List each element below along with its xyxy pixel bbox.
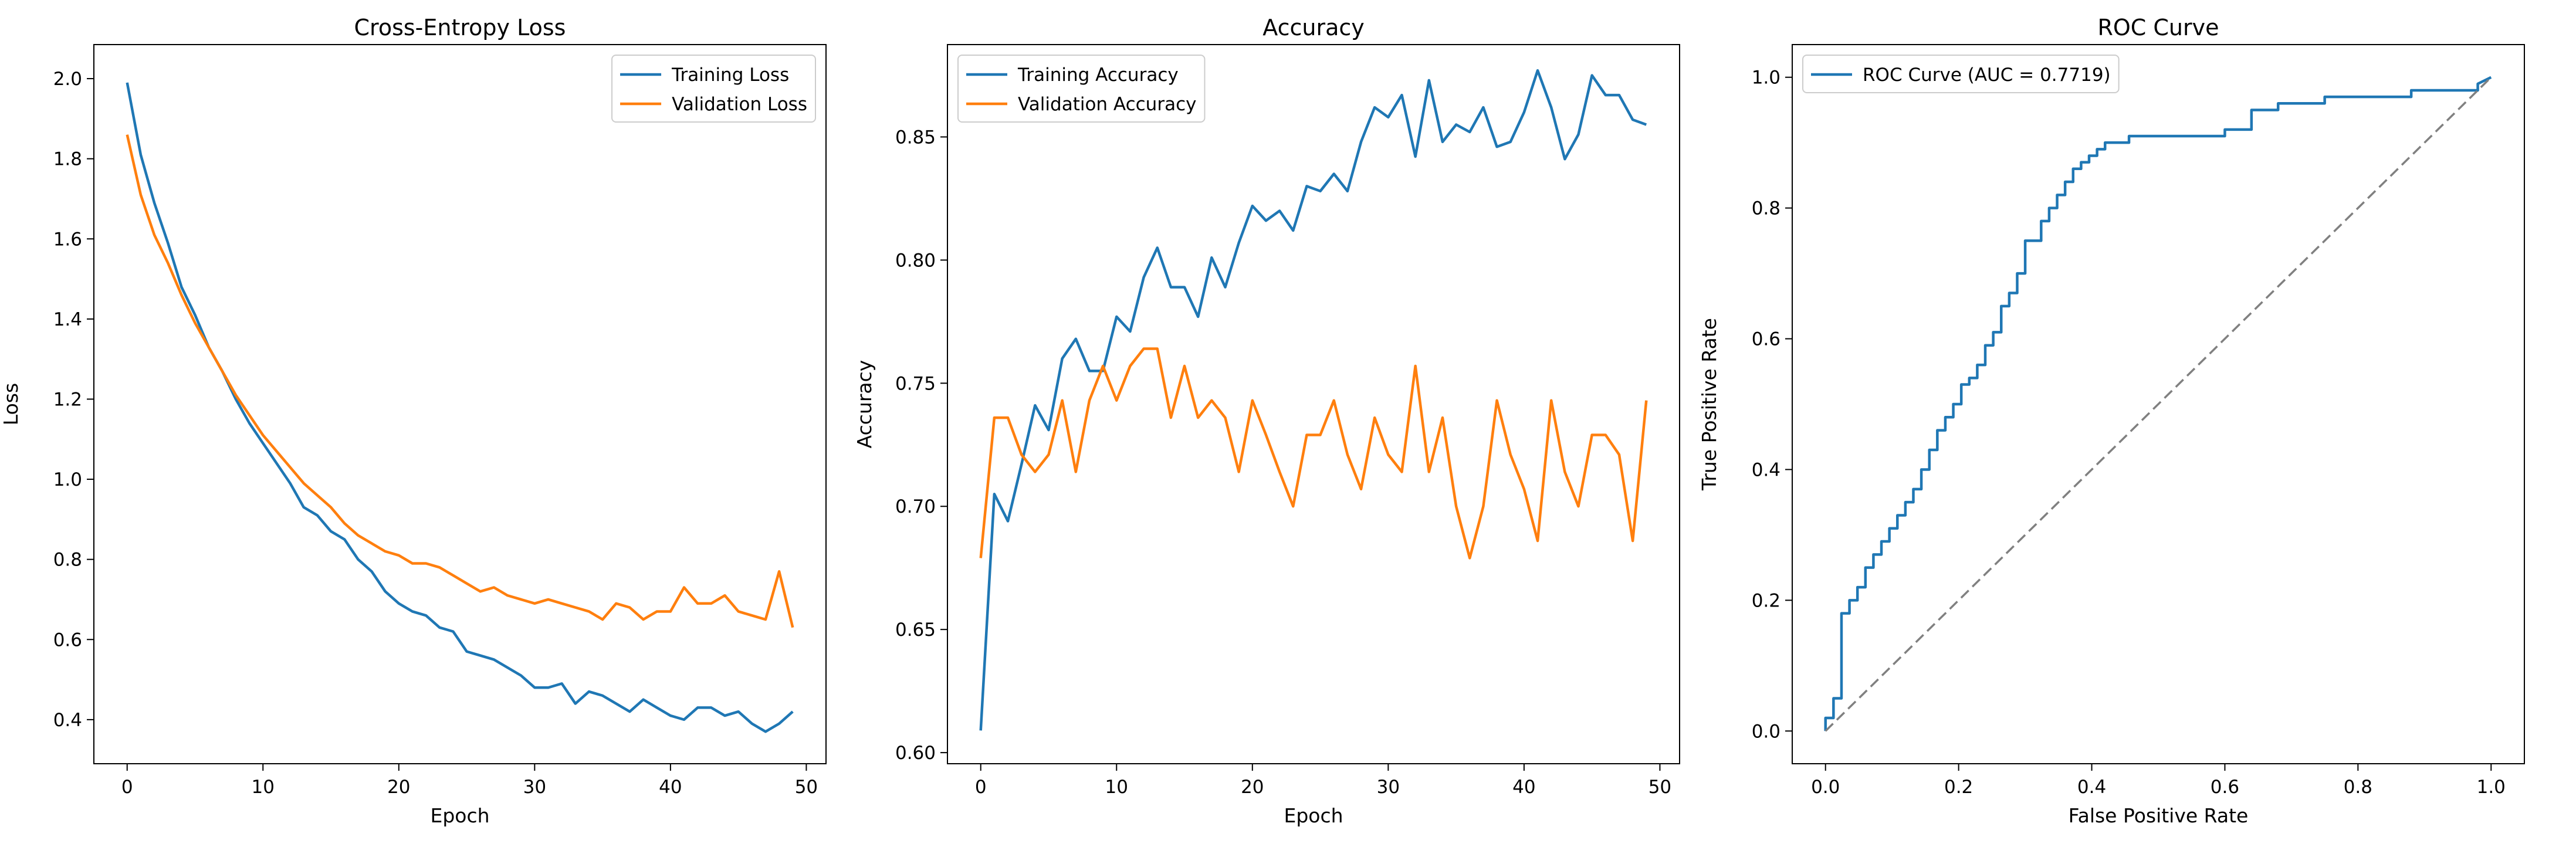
roc-ytick-label: 1.0 xyxy=(1752,67,1780,89)
roc-legend-box xyxy=(1802,55,2120,93)
loss-ytick-label: 1.2 xyxy=(53,389,82,410)
loss-xtick-label: 20 xyxy=(387,777,410,798)
acc-legend: Training Accuracy Validation Accuracy xyxy=(957,55,1206,123)
roc-axes-frame xyxy=(1792,44,2525,764)
loss-legend: Training Loss Validation Loss xyxy=(611,55,816,123)
roc-xtick-label: 0.2 xyxy=(1944,777,1973,798)
acc-legend-label: Validation Accuracy xyxy=(1018,94,1196,115)
roc-xtick-label: 0.6 xyxy=(2211,777,2239,798)
acc-xtick-label: 0 xyxy=(975,777,987,798)
roc-ytick-label: 0.4 xyxy=(1752,459,1780,480)
roc-legend-label: ROC Curve (AUC = 0.7719) xyxy=(1863,65,2111,86)
acc-ytick-label: 0.65 xyxy=(895,619,936,641)
loss-ytick-label: 1.4 xyxy=(53,309,82,330)
roc-xtick-label: 0.8 xyxy=(2344,777,2372,798)
loss-legend-label: Training Loss xyxy=(671,65,789,86)
acc-xtick-label: 20 xyxy=(1241,777,1264,798)
loss-xlabel: Epoch xyxy=(430,804,489,827)
acc-axes-frame xyxy=(947,44,1680,764)
roc-ytick-label: 0.0 xyxy=(1752,721,1780,742)
roc-ytick-label: 0.2 xyxy=(1752,590,1780,611)
loss-ylabel: Loss xyxy=(0,383,22,425)
roc-legend: ROC Curve (AUC = 0.7719) xyxy=(1802,55,2120,93)
roc-ylabel: True Positive Rate xyxy=(1698,318,1721,491)
loss-xtick-label: 50 xyxy=(795,777,818,798)
acc-ytick-label: 0.75 xyxy=(895,373,936,394)
loss-series-training-loss xyxy=(126,82,794,733)
acc-ytick-label: 0.80 xyxy=(895,250,936,271)
acc-ytick-label: 0.85 xyxy=(895,127,936,148)
roc-xlabel: False Positive Rate xyxy=(2069,804,2249,827)
acc-xtick-label: 40 xyxy=(1512,777,1535,798)
acc-legend-box xyxy=(957,55,1206,123)
loss-xtick-label: 0 xyxy=(121,777,133,798)
loss-legend-label: Validation Loss xyxy=(672,94,807,115)
loss-xtick-label: 30 xyxy=(523,777,546,798)
acc-ytick-label: 0.70 xyxy=(895,496,936,517)
acc-xlabel: Epoch xyxy=(1284,804,1343,827)
acc-series-training-accuracy xyxy=(979,69,1647,731)
acc-series-validation-accuracy xyxy=(979,347,1648,560)
loss-title: Cross-Entropy Loss xyxy=(354,15,566,40)
acc-panel: Accuracy 0 10 20 30 40 50 0.60 0.65 0.70 0.75 0.80 0… xyxy=(853,15,1680,827)
loss-ytick-label: 1.8 xyxy=(53,149,82,170)
acc-ylabel: Accuracy xyxy=(853,360,876,449)
acc-title: Accuracy xyxy=(1262,15,1365,40)
roc-series-diagonal-reference xyxy=(1824,76,2492,732)
loss-axes-frame xyxy=(93,44,827,764)
loss-xtick-label: 10 xyxy=(252,777,275,798)
loss-panel: Cross-Entropy Loss 0 10 20 30 40 50 0.4 0.6 0.8 1.… xyxy=(0,15,827,827)
roc-xtick-label: 0.0 xyxy=(1811,777,1840,798)
loss-ytick-label: 0.8 xyxy=(53,550,82,571)
acc-legend-label: Training Accuracy xyxy=(1017,65,1179,86)
acc-xtick-label: 50 xyxy=(1648,777,1671,798)
loss-xtick-label: 40 xyxy=(659,777,682,798)
roc-ytick-label: 0.8 xyxy=(1752,198,1780,219)
loss-series-validation-loss xyxy=(126,134,794,628)
roc-panel: ROC Curve 0.0 0.2 0.4 0.6 0.8 1.0 0.0 0.2 0.4 0.6 0… xyxy=(1698,15,2525,827)
loss-ytick-label: 1.0 xyxy=(53,469,82,490)
loss-ytick-label: 2.0 xyxy=(53,69,82,90)
loss-ytick-label: 0.6 xyxy=(53,629,82,651)
loss-legend-box xyxy=(611,55,816,123)
acc-xtick-label: 30 xyxy=(1377,777,1400,798)
acc-xtick-label: 10 xyxy=(1105,777,1128,798)
roc-ytick-label: 0.6 xyxy=(1752,329,1780,350)
roc-xtick-label: 1.0 xyxy=(2477,777,2506,798)
loss-ytick-label: 1.6 xyxy=(53,229,82,250)
acc-ytick-label: 0.60 xyxy=(895,743,936,764)
roc-xtick-label: 0.4 xyxy=(2077,777,2106,798)
roc-series-roc-curve-auc-0-7719 xyxy=(1824,76,2492,731)
loss-ytick-label: 0.4 xyxy=(53,710,82,731)
roc-title: ROC Curve xyxy=(2097,15,2219,40)
